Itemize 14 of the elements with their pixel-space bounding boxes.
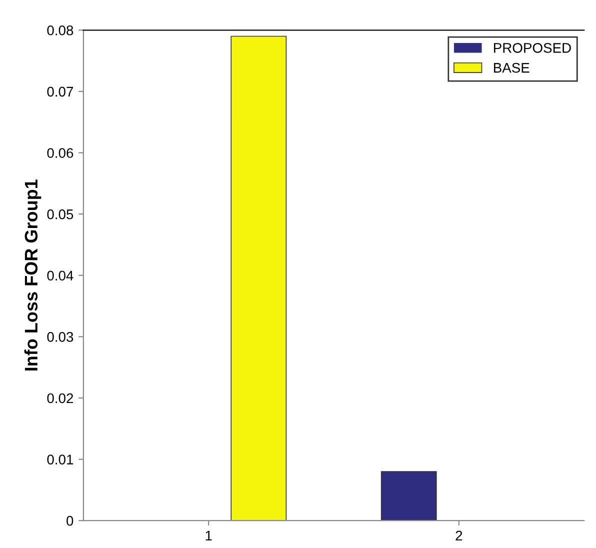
y-tick-label: 0.08 <box>47 25 74 36</box>
y-axis-title: Info Loss FOR Group1 <box>24 180 42 370</box>
y-tick-label: 0.01 <box>47 454 74 464</box>
x-tick-label: 2 <box>456 530 462 540</box>
y-tick-label: 0 <box>66 516 74 526</box>
legend-label: BASE <box>494 62 530 73</box>
x-tick-label: 1 <box>206 530 212 540</box>
y-tick-label: 0.03 <box>47 332 74 342</box>
y-tick-label: 0.07 <box>47 86 74 97</box>
y-tick-label: 0.02 <box>47 393 74 404</box>
y-tick-label: 0.05 <box>47 209 74 220</box>
y-tick-label: 0.06 <box>47 148 74 158</box>
y-tick-label: 0.04 <box>47 270 74 281</box>
legend-label: PROPOSED <box>494 43 571 53</box>
